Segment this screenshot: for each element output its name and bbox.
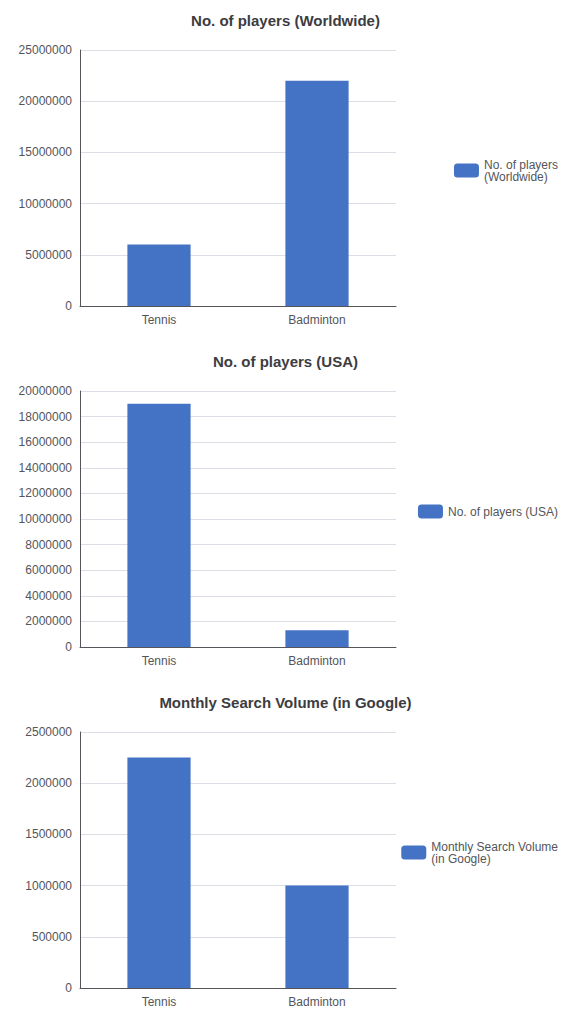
svg-text:2500000: 2500000	[25, 725, 72, 739]
svg-text:Tennis: Tennis	[142, 654, 177, 668]
svg-text:No. of players (Worldwide): No. of players (Worldwide)	[191, 12, 380, 29]
svg-text:Monthly Search Volume: Monthly Search Volume	[431, 839, 558, 854]
svg-text:2000000: 2000000	[25, 776, 72, 790]
svg-text:15000000: 15000000	[19, 145, 73, 159]
svg-text:Badminton: Badminton	[288, 313, 345, 327]
svg-text:0: 0	[65, 299, 72, 313]
svg-text:Tennis: Tennis	[142, 995, 177, 1009]
svg-text:No. of players: No. of players	[484, 157, 558, 172]
svg-text:20000000: 20000000	[19, 384, 73, 398]
svg-text:Badminton: Badminton	[288, 995, 345, 1009]
svg-text:12000000: 12000000	[19, 486, 73, 500]
svg-text:Tennis: Tennis	[142, 313, 177, 327]
svg-text:6000000: 6000000	[25, 563, 72, 577]
svg-text:No. of players (USA): No. of players (USA)	[448, 505, 558, 519]
svg-text:10000000: 10000000	[19, 197, 73, 211]
svg-text:10000000: 10000000	[19, 512, 73, 526]
svg-text:5000000: 5000000	[25, 248, 72, 262]
svg-text:4000000: 4000000	[25, 589, 72, 603]
svg-text:0: 0	[65, 640, 72, 654]
svg-text:18000000: 18000000	[19, 410, 73, 424]
svg-text:500000: 500000	[32, 930, 72, 944]
svg-text:16000000: 16000000	[19, 435, 73, 449]
svg-text:2000000: 2000000	[25, 614, 72, 628]
svg-text:1000000: 1000000	[25, 879, 72, 893]
svg-text:Monthly Search Volume (in Goog: Monthly Search Volume (in Google)	[159, 694, 411, 711]
svg-text:Badminton: Badminton	[288, 654, 345, 668]
svg-text:No. of players (USA): No. of players (USA)	[213, 353, 358, 370]
svg-text:1500000: 1500000	[25, 827, 72, 841]
svg-text:(in Google): (in Google)	[431, 852, 490, 866]
svg-text:(Worldwide): (Worldwide)	[484, 170, 548, 184]
svg-text:14000000: 14000000	[19, 461, 73, 475]
svg-text:20000000: 20000000	[19, 94, 73, 108]
svg-text:0: 0	[65, 981, 72, 995]
svg-text:8000000: 8000000	[25, 538, 72, 552]
svg-text:25000000: 25000000	[19, 43, 73, 57]
